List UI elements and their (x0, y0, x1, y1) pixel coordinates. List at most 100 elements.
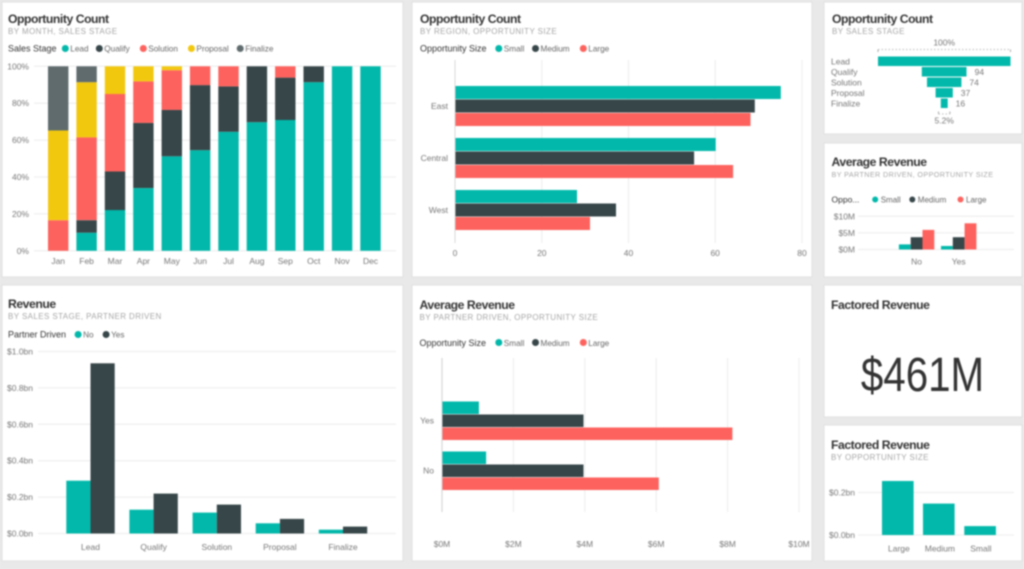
svg-text:Opportunity Size: Opportunity Size (420, 338, 487, 348)
svg-text:94: 94 (975, 67, 985, 77)
svg-text:Factored Revenue: Factored Revenue (831, 298, 930, 312)
svg-text:BY REGION, OPPORTUNITY SIZE: BY REGION, OPPORTUNITY SIZE (420, 27, 557, 36)
svg-text:$0.2bn: $0.2bn (829, 488, 855, 498)
svg-text:Medium: Medium (918, 196, 947, 205)
svg-text:$461M: $461M (861, 349, 984, 402)
svg-text:Sep: Sep (278, 256, 293, 266)
svg-text:0: 0 (453, 248, 458, 258)
svg-text:Lead: Lead (81, 542, 100, 552)
svg-text:$5M: $5M (838, 228, 855, 238)
svg-text:$0M: $0M (838, 245, 855, 255)
svg-text:Opportunity Count: Opportunity Count (832, 12, 933, 26)
svg-text:$8M: $8M (719, 539, 736, 549)
svg-text:20%: 20% (12, 209, 29, 219)
svg-text:Dec: Dec (363, 256, 379, 266)
svg-text:$6M: $6M (648, 539, 665, 549)
svg-text:$1.0bn: $1.0bn (7, 347, 33, 357)
svg-text:100%: 100% (933, 38, 955, 48)
svg-text:Large: Large (966, 196, 987, 205)
svg-text:Average Revenue: Average Revenue (832, 155, 928, 169)
svg-text:Solution: Solution (831, 78, 862, 88)
svg-text:16: 16 (956, 99, 966, 109)
svg-text:Small: Small (881, 196, 901, 205)
svg-text:5.2%: 5.2% (935, 116, 955, 126)
svg-text:$0.2bn: $0.2bn (7, 492, 33, 502)
svg-text:Qualify: Qualify (140, 542, 167, 552)
svg-text:$0.0bn: $0.0bn (829, 530, 855, 540)
svg-text:BY MONTH, SALES STAGE: BY MONTH, SALES STAGE (8, 27, 117, 36)
svg-text:Factored Revenue: Factored Revenue (831, 438, 930, 452)
svg-text:$0M: $0M (434, 539, 451, 549)
svg-text:Proposal: Proposal (263, 542, 297, 552)
svg-text:Medium: Medium (541, 45, 570, 54)
svg-text:80: 80 (797, 248, 807, 258)
svg-text:BY SALES STAGE: BY SALES STAGE (832, 27, 905, 36)
svg-text:Solution: Solution (201, 542, 232, 552)
svg-text:Small: Small (970, 544, 991, 554)
svg-text:Sales Stage: Sales Stage (8, 44, 57, 54)
svg-text:Finalize: Finalize (245, 45, 274, 54)
svg-text:Lead: Lead (831, 57, 850, 67)
svg-text:Jul: Jul (223, 256, 234, 266)
svg-text:Medium: Medium (925, 544, 955, 554)
svg-text:Qualify: Qualify (104, 45, 130, 54)
svg-text:Large: Large (588, 45, 609, 54)
svg-text:Apr: Apr (137, 256, 150, 266)
svg-text:$4M: $4M (577, 539, 594, 549)
svg-text:No: No (423, 466, 434, 476)
svg-text:Central: Central (421, 153, 449, 163)
svg-text:BY OPPORTUNITY SIZE: BY OPPORTUNITY SIZE (831, 453, 929, 462)
svg-text:Jan: Jan (51, 256, 65, 266)
svg-text:Oppo...: Oppo... (832, 195, 860, 205)
svg-text:Large: Large (588, 339, 609, 348)
svg-text:20: 20 (537, 248, 547, 258)
svg-text:Finalize: Finalize (328, 542, 358, 552)
svg-text:BY PARTNER DRIVEN, OPPORTUNITY: BY PARTNER DRIVEN, OPPORTUNITY SIZE (420, 313, 599, 322)
svg-text:Proposal: Proposal (831, 88, 865, 98)
svg-text:Solution: Solution (148, 45, 178, 54)
svg-text:Mar: Mar (108, 256, 123, 266)
svg-text:$2M: $2M (505, 539, 522, 549)
svg-text:Nov: Nov (335, 256, 351, 266)
svg-text:Jun: Jun (193, 256, 207, 266)
svg-text:Proposal: Proposal (196, 45, 228, 54)
svg-text:Small: Small (504, 45, 525, 54)
svg-text:No: No (83, 331, 94, 340)
svg-text:$0.0bn: $0.0bn (7, 529, 33, 539)
svg-text:Lead: Lead (70, 45, 89, 54)
svg-text:Feb: Feb (79, 256, 94, 266)
svg-text:Average Revenue: Average Revenue (420, 298, 516, 312)
svg-text:Aug: Aug (249, 256, 264, 266)
svg-text:$10M: $10M (834, 211, 855, 221)
svg-text:Oct: Oct (307, 256, 321, 266)
svg-text:May: May (164, 256, 181, 266)
svg-text:Partner Driven: Partner Driven (8, 330, 66, 340)
svg-text:Yes: Yes (111, 331, 124, 340)
svg-text:40: 40 (624, 248, 634, 258)
svg-text:No: No (911, 257, 922, 267)
svg-text:Yes: Yes (420, 416, 434, 426)
svg-text:Large: Large (888, 544, 910, 554)
svg-text:$0.8bn: $0.8bn (7, 383, 33, 393)
svg-text:Medium: Medium (541, 339, 570, 348)
svg-text:74: 74 (969, 78, 979, 88)
svg-text:Small: Small (504, 339, 525, 348)
svg-text:Opportunity Count: Opportunity Count (8, 12, 109, 26)
svg-text:$10M: $10M (788, 539, 809, 549)
svg-text:BY SALES STAGE, PARTNER DRIVEN: BY SALES STAGE, PARTNER DRIVEN (8, 312, 162, 321)
svg-text:Yes: Yes (952, 257, 966, 267)
svg-text:Qualify: Qualify (831, 67, 858, 77)
svg-text:Opportunity Count: Opportunity Count (420, 12, 521, 26)
svg-text:$0.6bn: $0.6bn (7, 419, 33, 429)
svg-text:West: West (429, 205, 449, 215)
svg-text:0%: 0% (17, 246, 30, 256)
svg-text:$0.4bn: $0.4bn (7, 456, 33, 466)
svg-text:East: East (431, 101, 449, 111)
svg-text:40%: 40% (12, 172, 29, 182)
svg-text:Opportunity Size: Opportunity Size (420, 44, 487, 54)
svg-text:BY PARTNER DRIVEN, OPPORTUNITY: BY PARTNER DRIVEN, OPPORTUNITY SIZE (832, 170, 994, 179)
svg-text:80%: 80% (12, 98, 29, 108)
svg-text:37: 37 (961, 88, 971, 98)
svg-text:60: 60 (710, 248, 720, 258)
svg-text:100%: 100% (7, 61, 29, 71)
